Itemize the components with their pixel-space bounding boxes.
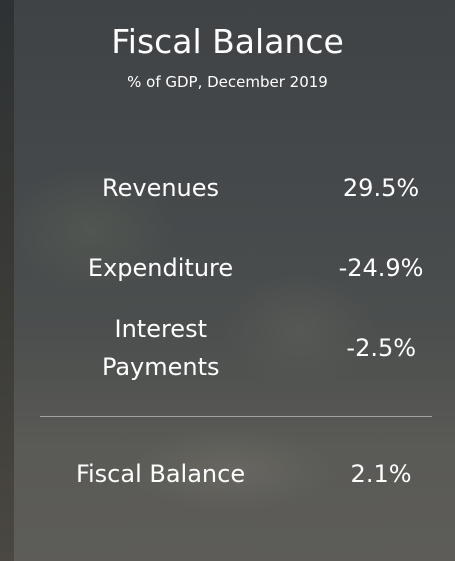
total-label: Fiscal Balance [57, 455, 264, 493]
divider [40, 416, 432, 417]
row: Expenditure -24.9% [0, 249, 455, 287]
row-value: 29.5% [307, 169, 455, 207]
row-value: -2.5% [308, 329, 455, 367]
row-label: Expenditure [57, 249, 264, 287]
row-label: Interest Payments [87, 310, 235, 386]
subtitle: % of GDP, December 2019 [0, 72, 455, 92]
title: Fiscal Balance [0, 22, 455, 62]
row: Interest Payments -2.5% [0, 310, 455, 386]
total-value: 2.1% [307, 455, 455, 493]
row-label: Revenues [57, 169, 264, 207]
row: Revenues 29.5% [0, 169, 455, 207]
row-value: -24.9% [307, 249, 455, 287]
total-row: Fiscal Balance 2.1% [0, 455, 455, 493]
card: Fiscal Balance % of GDP, December 2019 R… [0, 0, 455, 561]
